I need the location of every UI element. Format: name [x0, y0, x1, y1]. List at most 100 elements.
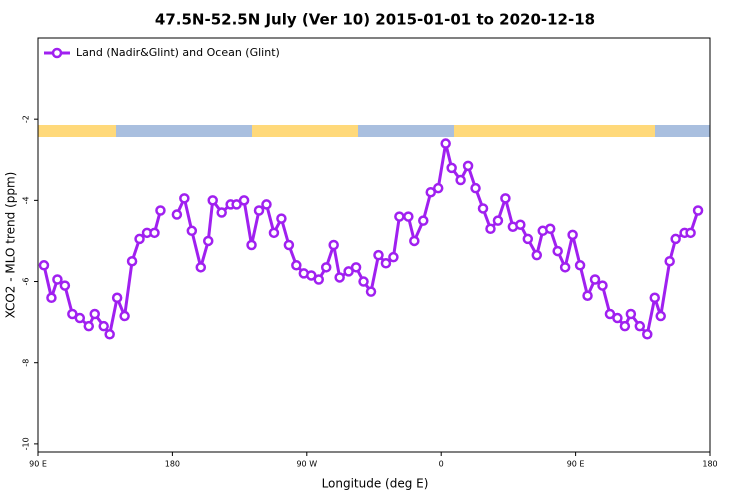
point: [470, 182, 481, 194]
point: [171, 209, 183, 220]
point: [306, 270, 317, 281]
map-strip: [38, 125, 710, 137]
legend-label: Land (Nadir&Glint) and Ocean (Glint): [76, 46, 280, 59]
point: [83, 320, 95, 332]
x-tick-label: 180: [702, 460, 717, 469]
point: [216, 207, 227, 218]
legend-marker: [51, 47, 63, 59]
point: [46, 292, 57, 304]
x-tick-label: 90 E: [29, 460, 47, 469]
chart-title: 47.5N-52.5N July (Ver 10) 2015-01-01 to …: [155, 11, 595, 29]
point: [589, 274, 601, 285]
point: [119, 310, 130, 322]
x-tick-label: 180: [165, 460, 180, 469]
x-tick-label: 0: [439, 460, 444, 469]
x-axis-label: Longitude (deg E): [322, 477, 429, 491]
point: [343, 266, 354, 277]
point: [642, 329, 653, 340]
point: [313, 274, 324, 285]
point: [365, 286, 377, 297]
x-tick-label: 90 W: [296, 460, 317, 469]
point: [52, 274, 63, 285]
ocean: [358, 125, 454, 137]
ocean: [116, 125, 252, 137]
point: [403, 211, 414, 222]
y-axis-label: XCO2 - MLO trend (ppm): [4, 172, 18, 319]
point: [328, 239, 339, 251]
point: [462, 160, 474, 172]
point: [440, 138, 451, 149]
point: [276, 213, 287, 224]
point: [207, 195, 218, 206]
point: [261, 199, 272, 210]
point: [559, 262, 571, 273]
point: [388, 251, 399, 263]
point: [664, 255, 675, 267]
point: [455, 174, 466, 186]
point: [604, 308, 616, 320]
x-tick-label: 90 E: [567, 460, 585, 469]
y-tick-label: -4: [22, 196, 31, 204]
point: [625, 308, 637, 320]
point: [195, 262, 207, 273]
point: [567, 229, 578, 241]
point: [98, 320, 109, 332]
point: [574, 260, 586, 271]
point: [291, 260, 302, 271]
point: [89, 308, 100, 320]
point: [655, 310, 666, 322]
point: [612, 312, 623, 324]
point: [597, 280, 608, 291]
point: [231, 199, 242, 210]
point: [320, 262, 332, 273]
point: [350, 262, 362, 273]
point: [38, 260, 50, 271]
plot-frame: [37, 37, 711, 453]
point: [202, 235, 214, 247]
point: [104, 329, 115, 340]
point: [432, 182, 444, 194]
point: [59, 280, 71, 291]
point: [283, 239, 295, 251]
point: [552, 245, 563, 257]
point: [692, 205, 704, 216]
point: [74, 312, 86, 324]
point: [238, 195, 250, 206]
point: [425, 186, 436, 198]
y-tick-label: -8: [22, 359, 31, 367]
point: [186, 225, 198, 237]
point: [246, 239, 257, 251]
point: [111, 292, 123, 304]
point: [477, 203, 489, 214]
point: [670, 233, 681, 245]
point: [544, 223, 556, 235]
point: [155, 205, 166, 216]
point: [418, 215, 429, 226]
point: [634, 320, 646, 332]
point: [492, 215, 504, 226]
point: [649, 292, 660, 304]
point: [619, 320, 631, 332]
y-tick-label: -6: [22, 278, 31, 286]
point: [253, 205, 265, 216]
point: [685, 227, 696, 239]
point: [394, 211, 405, 222]
point: [134, 233, 145, 245]
point: [126, 255, 138, 267]
point: [522, 233, 534, 245]
y-tick-label: -10: [22, 437, 31, 450]
point: [334, 272, 345, 283]
ocean: [655, 125, 710, 137]
point: [500, 193, 511, 204]
point: [515, 219, 526, 230]
point: [268, 227, 280, 239]
point: [409, 235, 420, 247]
point: [358, 276, 369, 287]
point: [149, 227, 160, 239]
point: [531, 249, 543, 261]
point: [485, 223, 496, 235]
point: [67, 308, 78, 320]
point: [179, 193, 190, 204]
y-tick-label: -2: [22, 115, 31, 123]
